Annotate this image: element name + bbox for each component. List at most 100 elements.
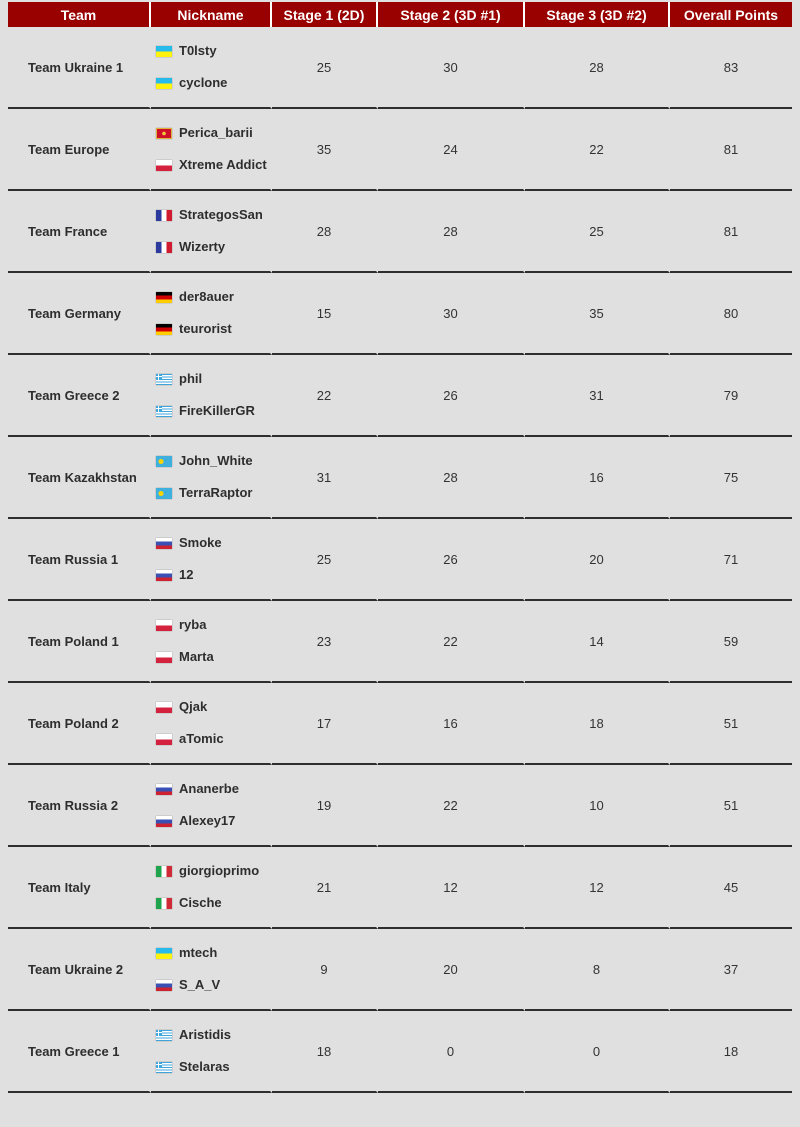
flag-italy-icon <box>156 865 172 877</box>
player: Xtreme Addict <box>156 157 270 173</box>
stage1-points-cell: 31 <box>272 437 378 519</box>
col-header-team: Team <box>8 2 151 27</box>
player: Smoke <box>156 535 270 551</box>
player-nickname: 12 <box>179 567 194 582</box>
player: TerraRaptor <box>156 485 270 501</box>
team-name-cell: Team Poland 2 <box>8 683 151 765</box>
standings-table-body: Team Ukraine 1 T0lsty cyclone 25 30 28 83 Team … <box>8 27 792 1093</box>
nickname-cell: mtech S_A_V <box>151 929 272 1011</box>
overall-points-cell: 79 <box>670 355 792 437</box>
stage3-points-cell: 28 <box>525 27 670 109</box>
player: FireKillerGR <box>156 403 270 419</box>
stage3-points-cell: 8 <box>525 929 670 1011</box>
stage1-points-cell: 25 <box>272 519 378 601</box>
team-row: Team France StrategosSan Wizerty 28 28 25 81 <box>8 191 792 273</box>
player: Ananerbe <box>156 781 270 797</box>
table-header-row: Team Nickname Stage 1 (2D) Stage 2 (3D #… <box>8 2 792 27</box>
stage1-points-cell: 15 <box>272 273 378 355</box>
overall-points-cell: 18 <box>670 1011 792 1093</box>
player: John_White <box>156 453 270 469</box>
team-name-cell: Team Germany <box>8 273 151 355</box>
nickname-cell: John_White TerraRaptor <box>151 437 272 519</box>
player: Marta <box>156 649 270 665</box>
player: Perica_barii <box>156 125 270 141</box>
flag-poland-icon <box>156 651 172 663</box>
nickname-cell: Ananerbe Alexey17 <box>151 765 272 847</box>
player-nickname: Perica_barii <box>179 125 253 140</box>
player-nickname: Cische <box>179 895 222 910</box>
nickname-cell: T0lsty cyclone <box>151 27 272 109</box>
team-row: Team Russia 2 Ananerbe Alexey17 19 22 10 51 <box>8 765 792 847</box>
stage2-points-cell: 12 <box>378 847 525 929</box>
player-nickname: phil <box>179 371 203 386</box>
team-name-cell: Team Greece 2 <box>8 355 151 437</box>
overall-points-cell: 37 <box>670 929 792 1011</box>
stage1-points-cell: 19 <box>272 765 378 847</box>
team-name-cell: Team Russia 1 <box>8 519 151 601</box>
player: mtech <box>156 945 270 961</box>
stage2-points-cell: 28 <box>378 191 525 273</box>
stage3-points-cell: 31 <box>525 355 670 437</box>
flag-poland-icon <box>156 619 172 631</box>
stage2-points-cell: 30 <box>378 273 525 355</box>
flag-greece-icon <box>156 1029 172 1041</box>
stage2-points-cell: 30 <box>378 27 525 109</box>
flag-russia-icon <box>156 783 172 795</box>
player: Cische <box>156 895 270 911</box>
player-nickname: FireKillerGR <box>179 403 255 418</box>
team-row: Team Poland 2 Qjak aTomic 17 16 18 51 <box>8 683 792 765</box>
stage1-points-cell: 18 <box>272 1011 378 1093</box>
standings-table: Team Nickname Stage 1 (2D) Stage 2 (3D #… <box>8 2 792 1093</box>
nickname-cell: ryba Marta <box>151 601 272 683</box>
col-header-nickname: Nickname <box>151 2 272 27</box>
team-name-cell: Team Ukraine 2 <box>8 929 151 1011</box>
nickname-cell: Smoke 12 <box>151 519 272 601</box>
stage3-points-cell: 10 <box>525 765 670 847</box>
flag-germany-icon <box>156 291 172 303</box>
stage2-points-cell: 22 <box>378 765 525 847</box>
team-row: Team Germany der8auer teurorist 15 30 35 80 <box>8 273 792 355</box>
flag-france-icon <box>156 241 172 253</box>
stage1-points-cell: 21 <box>272 847 378 929</box>
player: T0lsty <box>156 43 270 59</box>
nickname-cell: der8auer teurorist <box>151 273 272 355</box>
player-nickname: cyclone <box>179 75 228 90</box>
overall-points-cell: 80 <box>670 273 792 355</box>
nickname-cell: giorgioprimo Cische <box>151 847 272 929</box>
standings-page: Team Nickname Stage 1 (2D) Stage 2 (3D #… <box>8 2 792 1093</box>
player-nickname: T0lsty <box>179 43 217 58</box>
stage1-points-cell: 28 <box>272 191 378 273</box>
stage1-points-cell: 17 <box>272 683 378 765</box>
team-row: Team Poland 1 ryba Marta 23 22 14 59 <box>8 601 792 683</box>
player-nickname: aTomic <box>179 731 224 746</box>
flag-russia-icon <box>156 537 172 549</box>
stage1-points-cell: 35 <box>272 109 378 191</box>
player: teurorist <box>156 321 270 337</box>
flag-poland-icon <box>156 159 172 171</box>
player: ryba <box>156 617 270 633</box>
flag-greece-icon <box>156 405 172 417</box>
col-header-stage3: Stage 3 (3D #2) <box>525 2 670 27</box>
stage2-points-cell: 16 <box>378 683 525 765</box>
player: Alexey17 <box>156 813 270 829</box>
overall-points-cell: 45 <box>670 847 792 929</box>
overall-points-cell: 71 <box>670 519 792 601</box>
flag-france-icon <box>156 209 172 221</box>
player-nickname: giorgioprimo <box>179 863 260 878</box>
team-row: Team Europe Perica_barii Xtreme Addict 35 24… <box>8 109 792 191</box>
stage2-points-cell: 24 <box>378 109 525 191</box>
flag-russia-icon <box>156 815 172 827</box>
team-row: Team Kazakhstan John_White TerraRaptor 31 28… <box>8 437 792 519</box>
player: cyclone <box>156 75 270 91</box>
team-row: Team Italy giorgioprimo Cische 21 12 12 45 <box>8 847 792 929</box>
team-name-cell: Team Greece 1 <box>8 1011 151 1093</box>
overall-points-cell: 81 <box>670 109 792 191</box>
player-nickname: Qjak <box>179 699 208 714</box>
team-name-cell: Team Poland 1 <box>8 601 151 683</box>
team-name-cell: Team Italy <box>8 847 151 929</box>
team-row: Team Ukraine 2 mtech S_A_V 9 20 8 37 <box>8 929 792 1011</box>
player-nickname: TerraRaptor <box>179 485 253 500</box>
player: StrategosSan <box>156 207 270 223</box>
team-row: Team Ukraine 1 T0lsty cyclone 25 30 28 83 <box>8 27 792 109</box>
stage2-points-cell: 0 <box>378 1011 525 1093</box>
